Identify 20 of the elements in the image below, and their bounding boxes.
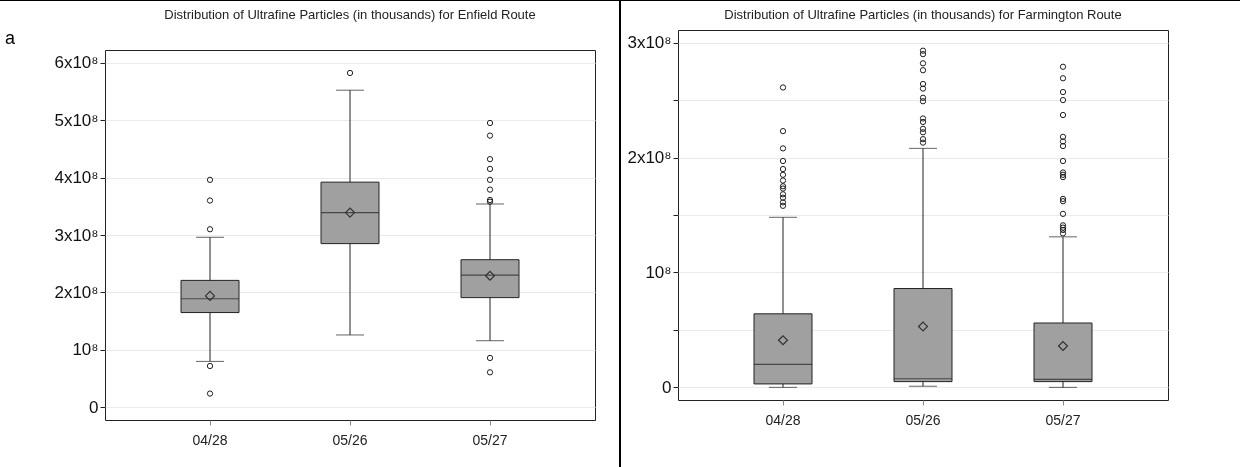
x-tick-label: 05/26	[905, 411, 941, 428]
y-tick-label: 0	[89, 397, 99, 417]
x-tick-label: 05/26	[332, 431, 368, 448]
x-tick-label: 05/27	[472, 431, 508, 448]
y-tick-label: 3x10⁸	[54, 225, 99, 245]
x-tick-label: 04/28	[765, 411, 801, 428]
y-tick-label: 4x10⁸	[54, 168, 99, 188]
y-tick-label: 10⁸	[645, 262, 672, 282]
y-tick-label: 10⁸	[72, 340, 99, 360]
chart-title: Distribution of Ultrafine Particles (in thousands) for Enfield Route	[164, 7, 536, 22]
y-tick-label: 0	[662, 377, 672, 397]
y-tick-label: 6x10⁸	[54, 53, 99, 73]
y-tick-label: 5x10⁸	[54, 110, 99, 130]
y-tick-label: 2x10⁸	[54, 282, 99, 302]
x-tick-label: 05/27	[1045, 411, 1081, 428]
x-tick-label: 04/28	[192, 431, 228, 448]
text: a	[5, 28, 16, 48]
y-tick-label: 3x10⁸	[627, 33, 672, 53]
chart-title: Distribution of Ultrafine Particles (in thousands) for Farmington Route	[724, 7, 1122, 22]
y-tick-label: 2x10⁸	[627, 148, 672, 168]
